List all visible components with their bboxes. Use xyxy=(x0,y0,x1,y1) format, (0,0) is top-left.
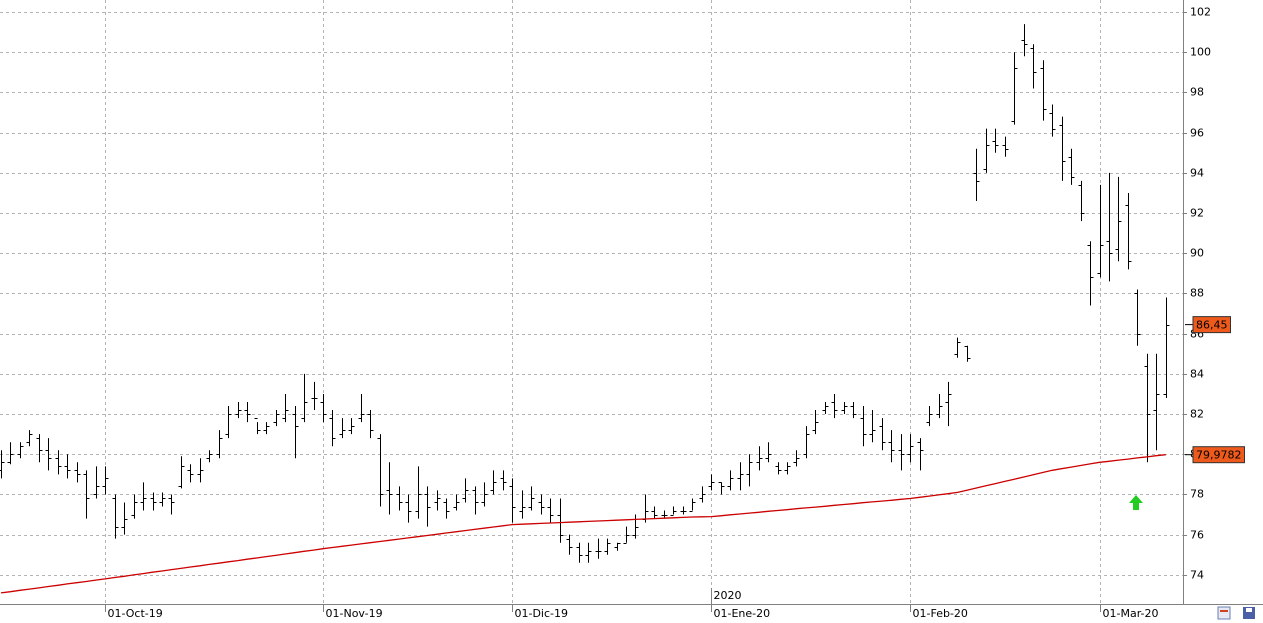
y-tick-label: 94 xyxy=(1190,167,1204,180)
y-tick-label: 84 xyxy=(1190,368,1204,381)
signal-arrow xyxy=(1129,495,1143,510)
price-value-label: 86,45 xyxy=(1196,319,1228,332)
x-tick-label: 01-Oct-19 xyxy=(108,607,163,620)
settings-icon-detail xyxy=(1220,610,1228,612)
save-icon-detail xyxy=(1246,608,1252,612)
y-tick-label: 82 xyxy=(1190,408,1204,421)
y-tick-label: 88 xyxy=(1190,287,1204,300)
toolbar-icons[interactable] xyxy=(1217,606,1255,620)
y-tick-label: 78 xyxy=(1190,488,1204,501)
annotation: 2020 xyxy=(714,589,742,602)
average-value-box xyxy=(1192,446,1245,464)
y-tick-label: 96 xyxy=(1190,127,1204,140)
settings-icon[interactable] xyxy=(1217,606,1231,620)
x-tick-label: 01-Feb-20 xyxy=(913,607,968,620)
y-tick-label: 98 xyxy=(1190,86,1204,99)
x-tick-label: 01-Ene-20 xyxy=(714,607,771,620)
y-tick-label: 90 xyxy=(1190,247,1204,260)
y-tick-label: 74 xyxy=(1190,569,1204,582)
y-tick-label: 102 xyxy=(1190,6,1211,19)
y-tick-label: 76 xyxy=(1190,529,1204,542)
average-line xyxy=(0,454,1166,594)
price-value-box xyxy=(1192,316,1231,334)
y-tick-label: 100 xyxy=(1190,46,1211,59)
x-tick-label: 01-Mar-20 xyxy=(1103,607,1159,620)
x-tick-label: 01-Dic-19 xyxy=(515,607,569,620)
x-tick-label: 01-Nov-19 xyxy=(326,607,383,620)
y-tick-label: 92 xyxy=(1190,207,1204,220)
average-value-label: 79,9782 xyxy=(1196,449,1242,462)
